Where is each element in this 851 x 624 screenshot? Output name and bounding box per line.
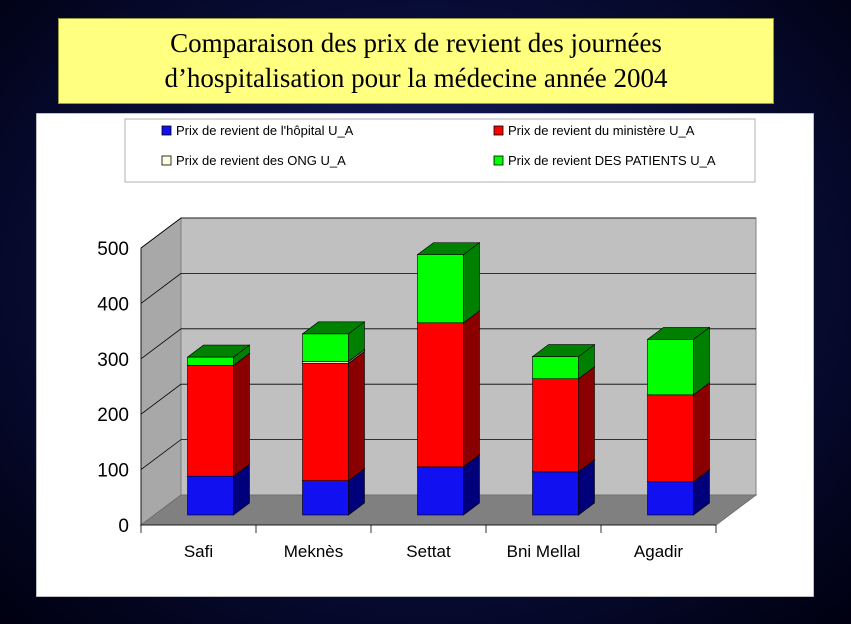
gridline-400: [140, 272, 756, 304]
bar-front: [417, 466, 464, 516]
x-tick-label-bni-mellal: Bni Mellal: [507, 542, 581, 561]
bar-top: [416, 242, 481, 255]
bar-side: [233, 352, 250, 477]
bar-settat-2: [416, 310, 481, 468]
bar-top: [186, 344, 251, 358]
bar-front: [187, 365, 234, 477]
bar-agadir-2: [646, 382, 711, 483]
bar-top: [646, 327, 711, 340]
bar-front: [187, 475, 234, 516]
bar-front: [647, 481, 694, 516]
bar-front: [187, 356, 234, 366]
legend-swatch-4: [493, 155, 504, 166]
legend-label-3: Prix de revient des ONG U_A: [176, 153, 346, 168]
y-tick-label-400: 400: [97, 294, 129, 315]
bar-front: [647, 394, 694, 483]
bar-front: [532, 356, 579, 380]
y-tick-label-100: 100: [97, 461, 129, 482]
bar-safi-4: [186, 344, 251, 367]
chart-area: Prix de revient de l'hôpital U_A Prix de …: [36, 113, 814, 597]
x-tick-label-safi: Safi: [184, 542, 213, 561]
bar-agadir-4: [646, 326, 711, 396]
bar-side: [463, 310, 480, 468]
plot-area: 0 100 200 300 400 500 Safi Meknès Settat Bni Mell…: [97, 217, 758, 561]
legend: Prix de revient de l'hôpital U_A Prix de …: [124, 118, 756, 183]
bar-front: [417, 254, 464, 324]
legend-swatch-2: [493, 125, 504, 136]
x-tick-label-meknes: Meknès: [284, 542, 344, 561]
bar-meknes-4: [301, 321, 366, 363]
bar-safi-2: [186, 352, 251, 477]
chart-title-line-1: Comparaison des prix de revient des jour…: [170, 28, 662, 58]
bar-front: [417, 322, 464, 468]
bar-side: [463, 242, 480, 324]
bar-front: [302, 480, 349, 516]
bar-settat-4: [416, 242, 481, 324]
y-tick-label-300: 300: [97, 350, 129, 371]
bar-meknes-2: [301, 350, 366, 482]
x-tick-label-agadir: Agadir: [634, 542, 683, 561]
side-wall: [140, 217, 182, 526]
bar-top: [531, 344, 596, 357]
legend-label-1: Prix de revient de l'hôpital U_A: [176, 123, 354, 138]
legend-swatch-1: [161, 125, 172, 136]
bar-front: [532, 378, 579, 473]
y-tick-label-500: 500: [97, 239, 129, 260]
bar-top: [301, 321, 366, 335]
gridline-300: [140, 328, 756, 360]
legend-swatch-3: [161, 155, 172, 166]
legend-label-4: Prix de revient DES PATIENTS U_A: [508, 153, 716, 168]
y-tick-label-0: 0: [118, 516, 129, 537]
bar-front: [532, 471, 579, 516]
gridline-500: [140, 217, 756, 249]
chart-title: Comparaison des prix de revient des jour…: [58, 18, 774, 104]
bar-front: [302, 362, 349, 481]
x-tick-label-settat: Settat: [406, 542, 451, 561]
chart-title-line-2: d’hospitalisation pour la médecine année…: [164, 63, 668, 93]
bar-front: [647, 339, 694, 396]
bar-front: [302, 333, 349, 362]
bar-bni-mellal-2: [531, 366, 596, 473]
legend-box: [124, 118, 756, 183]
bar-side: [693, 382, 710, 483]
bar-side: [348, 350, 365, 482]
bar-bni-mellal-4: [531, 343, 596, 380]
bar-side: [578, 366, 595, 473]
y-tick-label-200: 200: [97, 405, 129, 426]
legend-label-2: Prix de revient du ministère U_A: [508, 123, 695, 138]
